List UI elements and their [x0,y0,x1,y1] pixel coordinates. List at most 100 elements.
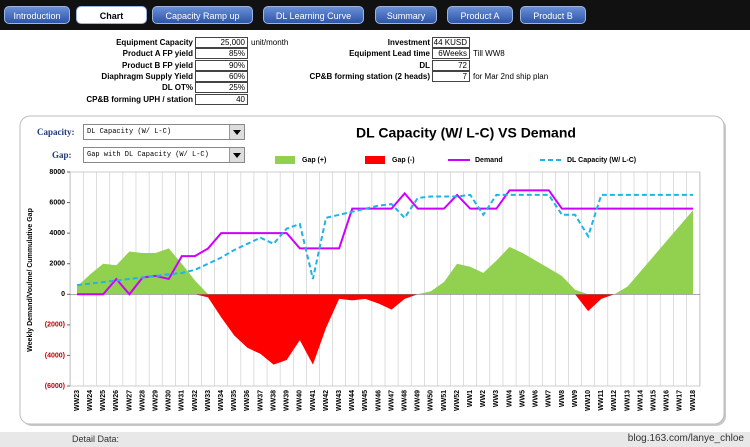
gap-area [77,210,693,295]
x-tick-label: WW28 [139,390,146,411]
x-tick-label: WW15 [651,390,658,411]
x-tick-label: WW25 [100,390,107,411]
x-tick-label: WW7 [546,390,553,407]
x-tick-label: WW2 [480,390,487,407]
y-tick-label: 0 [61,291,65,298]
param-value: 6Weeks [432,48,470,60]
param-value: 72 [432,59,470,71]
legend-label: Gap (-) [392,157,415,164]
x-tick-label: WW38 [270,390,277,411]
x-tick-label: WW47 [388,390,395,411]
x-tick-label: WW12 [611,390,618,411]
param-value: 7 [432,70,470,82]
x-tick-label: WW14 [637,390,644,411]
nav-bar: Introduction Chart Capacity Ramp up DL Lear… [0,0,750,30]
nav-tab[interactable]: Capacity Ramp up [152,6,253,24]
param-value: 90% [195,59,248,71]
x-tick-label: WW18 [690,390,697,411]
x-tick-label: WW43 [336,390,343,411]
y-tick-label: (6000) [45,383,65,390]
param-value: 85% [195,48,248,60]
param-label: CP&B forming station (2 heads) [309,71,430,81]
nav-tab[interactable]: Introduction [4,6,70,24]
series-line [76,193,693,287]
x-tick-label: WW52 [454,390,461,411]
series-line [77,189,693,296]
param-unit: for Mar 2nd ship plan [473,71,549,81]
param-value: 60% [195,70,248,82]
param-label: Investment [387,38,430,47]
x-tick-label: WW17 [677,390,684,411]
x-tick-label: WW37 [257,390,264,411]
param-unit: unit/month [251,38,289,47]
legend-label: DL Capacity (W/ L-C) [567,157,636,164]
nav-tab[interactable]: Chart [76,6,147,24]
param-value: 25,000 [195,37,248,48]
x-tick-label: WW26 [113,390,120,411]
param-label: CP&B forming UPH / station [86,94,193,104]
legend-swatch [365,156,385,164]
nav-tab[interactable]: Product B [520,6,586,24]
dropdown-button[interactable] [229,148,244,162]
y-tick-label: 8000 [49,169,65,176]
param-label: DL OT% [162,83,193,93]
x-tick-label: WW41 [310,390,317,411]
x-tick-label: WW8 [559,390,566,407]
control-label: Gap: [52,150,72,160]
x-tick-label: WW45 [362,390,369,411]
x-tick-label: WW13 [624,390,631,411]
legend-label: Gap (+) [302,157,326,164]
x-tick-label: WW6 [533,390,540,407]
x-tick-label: WW24 [87,390,94,411]
footer-label: Detail Data: [72,434,120,444]
x-tick-label: WW4 [506,390,513,407]
x-tick-label: WW3 [493,390,500,407]
x-tick-label: WW27 [126,390,133,411]
legend-label: Demand [475,157,503,164]
y-tick-label: 4000 [49,230,65,237]
dropdown-button[interactable] [229,125,244,139]
x-tick-label: WW10 [585,390,592,411]
x-tick-label: WW40 [297,390,304,411]
footer: Detail Data: blog.163.com/lanye_chloe [0,432,750,447]
x-tick-label: WW49 [415,390,422,411]
x-tick-label: WW46 [375,390,382,411]
gap-area [77,294,693,365]
x-tick-label: WW31 [179,390,186,411]
param-label: Product B FP yield [122,60,193,70]
x-tick-label: WW34 [218,390,225,411]
watermark: blog.163.com/lanye_chloe [627,433,744,444]
x-tick-label: WW9 [572,390,579,407]
dropdown-value: Gap with DL Capacity (W/ L-C) [87,151,209,159]
x-tick-label: WW51 [441,390,448,411]
y-tick-label: (4000) [45,352,65,359]
y-tick-label: 6000 [49,199,65,206]
nav-tab[interactable]: Summary [375,6,437,24]
y-axis-title: Weekly Demand/Voulme/ Cummulative Gap [27,208,34,352]
x-tick-label: WW48 [402,390,409,411]
x-tick-label: WW36 [244,390,251,411]
x-tick-label: WW33 [205,390,212,411]
y-tick-label: (2000) [45,322,65,329]
dropdown[interactable]: DL Capacity (W/ L-C) [83,124,245,140]
x-tick-label: WW32 [192,390,199,411]
nav-tab[interactable]: Product A [447,6,513,24]
param-unit: Till WW8 [473,49,505,59]
param-label: Equipment Capacity [116,38,193,47]
x-tick-label: WW42 [323,390,330,411]
param-value: 25% [195,82,248,94]
x-tick-label: WW35 [231,390,238,411]
param-value: 40 [195,93,248,105]
chart-title: DL Capacity (W/ L-C) VS Demand [356,125,576,141]
x-tick-label: WW23 [74,390,81,411]
x-tick-label: WW16 [664,390,671,411]
param-value: 44 KUSD [432,37,470,48]
dropdown[interactable]: Gap with DL Capacity (W/ L-C) [83,147,245,163]
param-label: Equipment Lead time [349,49,430,59]
param-label: DL [419,60,430,70]
dropdown-value: DL Capacity (W/ L-C) [87,128,172,136]
param-label: Product A FP yield [122,49,193,59]
nav-tab[interactable]: DL Learning Curve [263,6,364,24]
control-label: Capacity: [37,127,75,137]
